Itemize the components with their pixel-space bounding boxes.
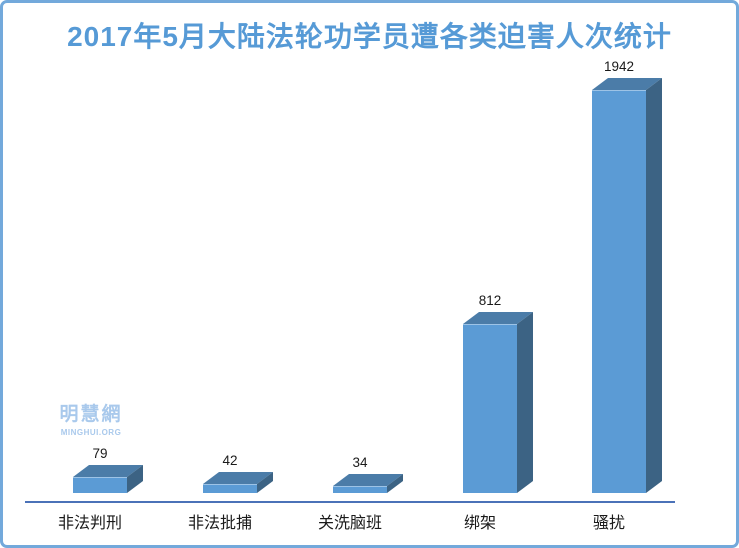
- watermark-chinese-text: 明慧網: [59, 404, 123, 425]
- bar-column: 34: [333, 455, 403, 493]
- minghui-watermark: 明慧網 MINGHUI.ORG: [45, 404, 137, 437]
- category-label: 非法批捕: [187, 515, 252, 532]
- bar-front-face: [592, 90, 646, 493]
- bar-column: 42: [203, 453, 273, 493]
- chart-title: 2017年5月大陆法轮功学员遭各类迫害人次统计: [67, 21, 672, 52]
- bar-front-face: [73, 477, 127, 493]
- bar-column: 1942: [592, 59, 662, 493]
- bar-side-face: [646, 78, 662, 493]
- bar-column: 812: [463, 293, 533, 493]
- bar-value-label: 79: [92, 446, 108, 461]
- watermark-english-text: MINGHUI.ORG: [60, 428, 122, 437]
- bar-value-label: 812: [478, 293, 502, 308]
- bar-top-face: [463, 312, 533, 324]
- bar-front-face: [203, 484, 257, 493]
- bar-top-face: [203, 472, 273, 484]
- bar-front-face: [463, 324, 517, 493]
- bar-top-face: [333, 474, 403, 486]
- bar-top-face: [592, 78, 662, 90]
- category-label: 骚扰: [592, 515, 625, 532]
- plot-area: 79 42 34 812 1942: [3, 3, 736, 545]
- category-label: 关洗脑班: [317, 515, 382, 532]
- category-label: 非法判刑: [57, 515, 122, 532]
- bar-value-label: 1942: [603, 59, 635, 74]
- bar-value-label: 42: [222, 453, 238, 468]
- x-axis-line: [25, 501, 675, 503]
- bar-value-label: 34: [352, 455, 368, 470]
- bar-front-face: [333, 486, 387, 493]
- bar-top-face: [73, 465, 143, 477]
- category-label: 绑架: [463, 515, 496, 532]
- bar-side-face: [517, 312, 533, 493]
- bar-column: 79: [73, 446, 143, 493]
